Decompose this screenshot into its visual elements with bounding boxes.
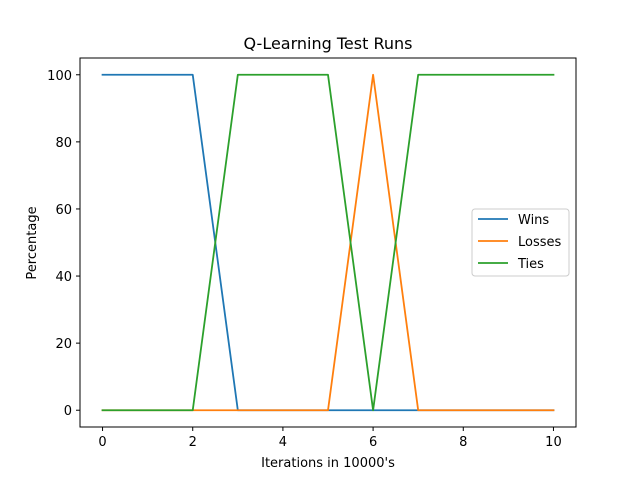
axes-frame	[79, 57, 577, 428]
x-tick-label: 6	[369, 435, 377, 450]
series-line-ties	[101, 73, 555, 412]
x-tick-label: 8	[459, 435, 467, 450]
legend-box	[471, 208, 570, 277]
legend: Wins Losses Ties	[471, 208, 570, 277]
y-tick-label: 0	[64, 404, 72, 419]
x-tick-label: 2	[189, 435, 197, 450]
y-tick-label: 80	[55, 136, 72, 151]
legend-label-wins: Wins	[518, 213, 549, 228]
x-tick-label: 4	[279, 435, 287, 450]
x-tick-label: 0	[98, 435, 106, 450]
x-axis-ticks: 0 2 4 6 8 10	[98, 427, 562, 450]
plot-area	[79, 57, 577, 428]
x-tick-label: 10	[545, 435, 562, 450]
y-tick-label: 40	[55, 270, 72, 285]
y-axis-ticks: 0 20 40 60 80 100	[47, 69, 80, 419]
y-tick-label: 20	[55, 337, 72, 352]
chart-title: Q-Learning Test Runs	[244, 34, 413, 53]
y-tick-label: 60	[55, 203, 72, 218]
x-axis-label: Iterations in 10000's	[261, 456, 395, 471]
series-group	[101, 73, 555, 412]
legend-entries: Wins Losses Ties	[478, 213, 562, 272]
y-axis-label: Percentage	[25, 206, 40, 279]
legend-label-losses: Losses	[518, 235, 562, 250]
legend-label-ties: Ties	[517, 257, 544, 272]
y-tick-label: 100	[47, 69, 72, 84]
